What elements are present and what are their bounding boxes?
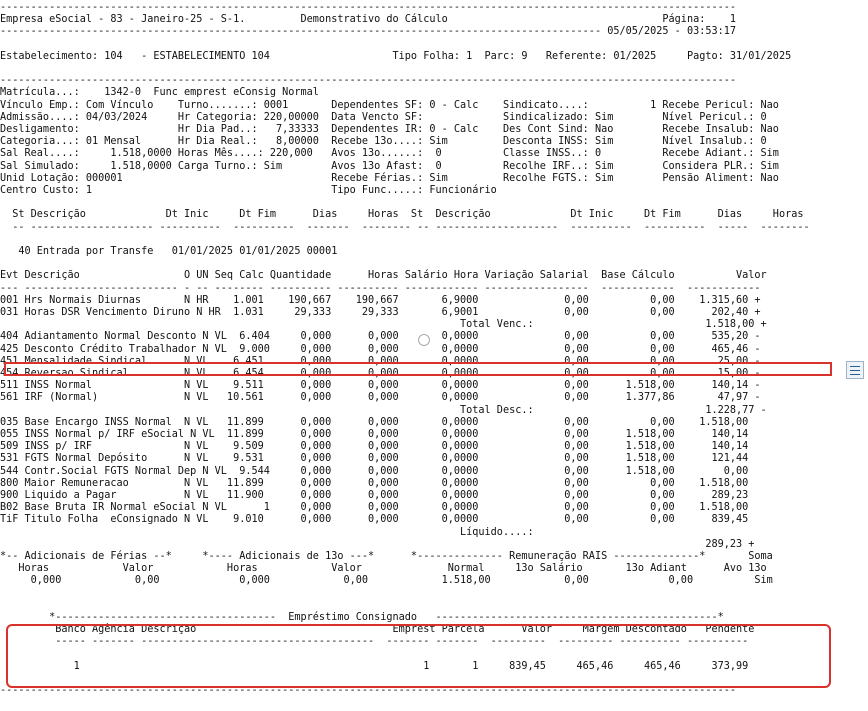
report-line: 031 Horas DSR Vencimento Diruno N HR 1.0…	[0, 307, 761, 318]
report-line: B02 Base Bruta IR Normal eSocial N VL 1 …	[0, 502, 749, 514]
report-line: 001 Hrs Normais Diurnas N HR 1.001 190,6…	[0, 294, 761, 306]
highlight-payroll-loan-section	[6, 624, 831, 688]
report-line: Matrícula...: 1342-0 Func emprest eConsi…	[0, 87, 319, 99]
report-line: 425 Desconto Crédito Trabalhador N VL 9.…	[0, 343, 761, 355]
report-line: 511 INSS Normal N VL 9.511 0,000 0,000 0…	[0, 380, 761, 392]
refresh-cursor-icon	[418, 334, 430, 346]
report-line: Evt Descrição O UN Seq Calc Quantidade H…	[0, 270, 767, 282]
report-line: 509 INSS p/ IRF N VL 9.509 0,000 0,000 0…	[0, 441, 749, 453]
report-line: Categoria...: 01 Mensal Hr Dia Real.: 8,…	[0, 136, 767, 148]
report-line: Total Desc.: 1.228,77 -	[0, 404, 767, 416]
side-panel-toggle-icon[interactable]	[846, 361, 864, 379]
report-line: 055 INSS Normal p/ IRF eSocial N VL 11.8…	[0, 429, 749, 440]
report-line: 404 Adiantamento Normal Desconto N VL 6.…	[0, 331, 761, 343]
report-line: Total Venc.: 1.518,00 +	[0, 319, 767, 331]
report-line: Unid Lotação: 000001 Recebe Férias.: Sim…	[0, 172, 779, 184]
report-line: -- -------------------- ---------- -----…	[0, 221, 810, 233]
report-line: Banco Agência Descrição Emprest Parcela …	[0, 624, 755, 636]
report-line: 451 Mensalidade Sindical N VL 6.451 0,00…	[0, 355, 761, 367]
report-line: TiF Titulo Folha eConsignado N VL 9.010 …	[0, 514, 749, 526]
report-line: ----------------------------------------…	[0, 685, 737, 697]
report-line: ----- ------- --------------------------…	[0, 636, 749, 648]
report-line: Horas Valor Horas Valor Normal 13o Salár…	[0, 563, 767, 575]
report-line: 289,23 +	[0, 538, 755, 550]
report-line: 544 Contr.Social FGTS Normal Dep N VL 9.…	[0, 465, 749, 477]
report-line: Centro Custo: 1 Tipo Func.....: Funcioná…	[0, 185, 497, 196]
report-line: Líquido....:	[0, 526, 779, 538]
report-line: ----------------------------------------…	[0, 26, 737, 38]
report-line: ----------------------------------------…	[0, 75, 737, 87]
report-line: Sal Simulado: 1.518,0000 Carga Turno.: S…	[0, 160, 779, 172]
report-line: Vínculo Emp.: Com Vínculo Turno.......: …	[0, 99, 779, 111]
highlight-credit-discount-row	[4, 362, 832, 376]
report-line: *-- Adicionais de Férias --* *---- Adici…	[0, 551, 773, 562]
report-line: 454 Reversao Sindical N VL 6.454 0,000 0…	[0, 368, 761, 379]
report-line: Empresa eSocial - 83 - Janeiro-25 - S-1.…	[0, 14, 737, 26]
report-line: Admissão....: 04/03/2024 Hr Categoria: 2…	[0, 111, 767, 123]
report-line: 035 Base Encargo INSS Normal N VL 11.899…	[0, 416, 749, 428]
report-line: *------------------------------------ Em…	[0, 612, 724, 623]
report-line: ----------------------------------------…	[0, 2, 737, 13]
report-line: 531 FGTS Normal Depósito N VL 9.531 0,00…	[0, 453, 749, 465]
report-line: 900 Liquido a Pagar N VL 11.900 0,000 0,…	[0, 490, 749, 501]
report-line: 0,000 0,00 0,000 0,00 1.518,00 0,00 0,00…	[0, 575, 773, 587]
report-line: Desligamento: Hr Dia Pad..: 7,33333 Depe…	[0, 124, 779, 135]
report-line: 40 Entrada por Transfe 01/01/2025 01/01/…	[0, 246, 338, 257]
report-line: Sal Real....: 1.518,0000 Horas Mês....: …	[0, 148, 779, 160]
report-line: 561 IRF (Normal) N VL 10.561 0,000 0,000…	[0, 392, 761, 404]
report-line: 800 Maior Remuneracao N VL 11.899 0,000 …	[0, 477, 749, 489]
report-line: Estabelecimento: 104 - ESTABELECIMENTO 1…	[0, 50, 792, 62]
report-line: St Descrição Dt Inic Dt Fim Dias Horas S…	[0, 209, 804, 221]
report-line: 1 1 1 839,45 465,46 465,46 373,99	[0, 660, 749, 672]
report-line: --- ------------------------- - -- -----…	[0, 282, 761, 294]
